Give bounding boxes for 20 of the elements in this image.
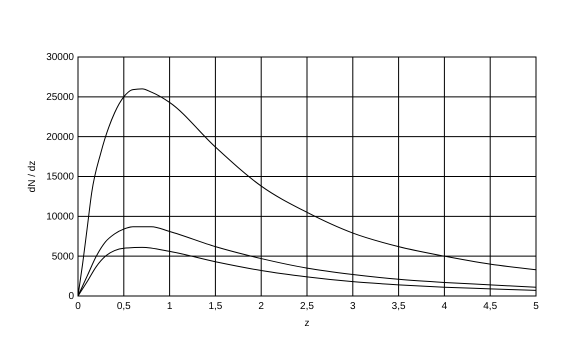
y-tick-label: 5000 <box>52 251 74 262</box>
x-tick-label: 0,5 <box>116 301 132 312</box>
y-tick-label: 30000 <box>46 52 74 64</box>
x-tick-label: 1,5 <box>208 301 223 312</box>
x-tick-label: 3 <box>350 301 356 312</box>
y-axis-title: dN / dz <box>27 160 38 192</box>
x-tick-label: 0 <box>75 301 82 312</box>
y-tick-label: 15000 <box>46 172 74 183</box>
x-tick-label: 2,5 <box>300 301 314 312</box>
x-tick-label: 4 <box>442 301 448 312</box>
x-tick-label: 3,5 <box>392 301 406 312</box>
y-tick-label: 10000 <box>46 212 74 223</box>
x-tick-label: 4,5 <box>483 301 498 312</box>
y-tick-label: 20000 <box>46 132 74 143</box>
x-tick-label: 5 <box>533 301 540 312</box>
x-tick-label: 1 <box>166 301 173 312</box>
x-axis-title: z <box>304 318 310 329</box>
y-tick-label: 25000 <box>46 92 74 104</box>
x-tick-label: 2 <box>258 301 264 312</box>
y-tick-label: 0 <box>68 291 74 302</box>
